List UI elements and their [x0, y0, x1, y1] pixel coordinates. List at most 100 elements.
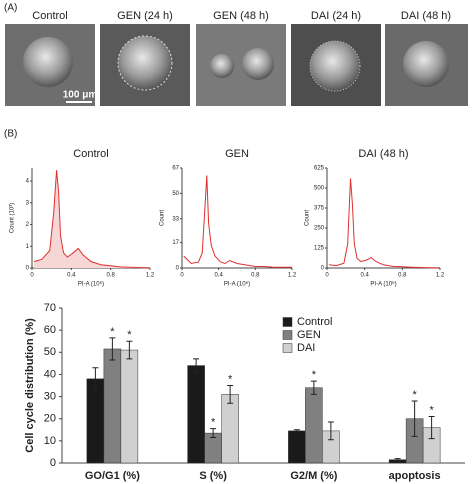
scale-bar-label: 100 μm [63, 90, 98, 101]
error-bar [227, 385, 234, 404]
cell [309, 40, 361, 92]
error-bar [394, 458, 401, 462]
y-tick-label: 30 [44, 390, 56, 402]
x-axis-label: PI-A (10⁶) [370, 281, 396, 288]
image-label: GEN (48 h) [213, 10, 269, 22]
y-tick-label: 40 [44, 368, 56, 380]
y-tick-label: 500 [314, 186, 325, 192]
chart-title: Control [73, 148, 108, 160]
x-axis-label: PI-A (10⁶) [224, 281, 250, 288]
chart-title: GEN [225, 148, 249, 160]
significance-mark: * [312, 369, 317, 381]
y-tick-label: 0 [176, 266, 180, 272]
panel-label: (A) [4, 3, 17, 14]
y-tick-label: 4 [26, 179, 30, 185]
image-label: Control [32, 10, 67, 22]
x-tick-label: 1.2 [146, 273, 155, 279]
y-tick-label: 625 [314, 166, 325, 172]
error-bar [411, 400, 418, 437]
x-tick-label: G2/M (%) [290, 470, 337, 482]
y-tick-label: 70 [44, 302, 56, 314]
panel-label: (B) [4, 129, 17, 140]
legend-label: DAI [297, 342, 315, 354]
significance-mark: * [429, 404, 434, 416]
histogram-area [33, 170, 150, 268]
significance-mark: * [211, 417, 216, 429]
image-label: GEN (24 h) [117, 10, 173, 22]
x-tick-label: GO/G1 (%) [85, 470, 140, 482]
y-tick-label: 17 [172, 240, 179, 246]
x-axis-label: PI-A (10⁶) [78, 281, 104, 288]
y-tick-label: 125 [314, 246, 325, 252]
legend-swatch [282, 317, 293, 327]
x-tick-label: 0.8 [251, 273, 260, 279]
error-bar [327, 421, 334, 441]
bar [86, 378, 105, 464]
y-axis-label: Cell cycle distribution (%) [24, 318, 36, 453]
significance-mark: * [228, 373, 233, 385]
x-tick-label: 0 [180, 273, 184, 279]
error-bar [92, 367, 99, 391]
bar [288, 430, 306, 464]
y-tick-label: 50 [172, 191, 179, 197]
significance-mark: * [412, 389, 417, 401]
y-tick-label: 1 [26, 244, 30, 250]
error-bar [109, 337, 116, 361]
x-tick-label: 1.2 [288, 273, 297, 279]
y-tick-label: 2 [26, 222, 30, 228]
y-axis-label: Count [305, 210, 311, 226]
y-axis-label: Count [160, 210, 166, 226]
y-axis-label: Count (10³) [10, 203, 16, 233]
y-tick-label: 0 [50, 457, 56, 469]
legend-label: Control [297, 316, 332, 328]
error-bar [210, 428, 217, 439]
x-tick-label: 1.2 [436, 273, 445, 279]
legend-swatch [282, 343, 293, 353]
x-tick-label: 0.4 [214, 273, 223, 279]
bar [103, 348, 122, 464]
error-bar [193, 358, 200, 373]
cell [23, 37, 73, 87]
x-tick-label: 0 [325, 273, 329, 279]
chart-title: DAI (48 h) [358, 148, 408, 160]
y-tick-label: 0 [321, 266, 325, 272]
y-tick-label: 10 [44, 435, 56, 447]
x-tick-label: apoptosis [389, 470, 441, 482]
cell [117, 35, 173, 91]
cell [210, 54, 234, 78]
error-bar [126, 340, 133, 360]
error-bar [428, 416, 435, 440]
histogram-line [33, 170, 151, 269]
x-tick-label: S (%) [199, 470, 227, 482]
y-tick-label: 33 [172, 216, 179, 222]
x-tick-label: 0.4 [67, 273, 76, 279]
y-tick-label: 50 [44, 346, 56, 358]
bar [187, 365, 205, 464]
y-tick-label: 20 [44, 413, 56, 425]
y-tick-label: 60 [44, 324, 56, 336]
y-tick-label: 3 [26, 200, 30, 206]
bar [221, 394, 239, 464]
legend-label: GEN [297, 329, 321, 341]
bar [305, 387, 323, 464]
y-tick-label: 0 [26, 266, 30, 272]
significance-mark: * [127, 329, 132, 341]
histogram-line [328, 178, 441, 269]
x-tick-label: 0.4 [360, 273, 369, 279]
image-label: DAI (48 h) [401, 10, 451, 22]
x-tick-label: 0.8 [106, 273, 115, 279]
y-tick-label: 250 [314, 226, 325, 232]
histogram-line [183, 175, 292, 268]
y-tick-label: 375 [314, 206, 325, 212]
cell [242, 48, 274, 80]
bar [120, 349, 139, 464]
significance-mark: * [110, 326, 115, 338]
image-label: DAI (24 h) [311, 10, 361, 22]
micrograph-row: 100 μm [5, 24, 468, 106]
error-bar [310, 380, 317, 395]
legend-swatch [282, 330, 293, 340]
y-tick-label: 67 [172, 166, 179, 172]
error-bar [293, 429, 300, 433]
x-tick-label: 0.8 [398, 273, 407, 279]
